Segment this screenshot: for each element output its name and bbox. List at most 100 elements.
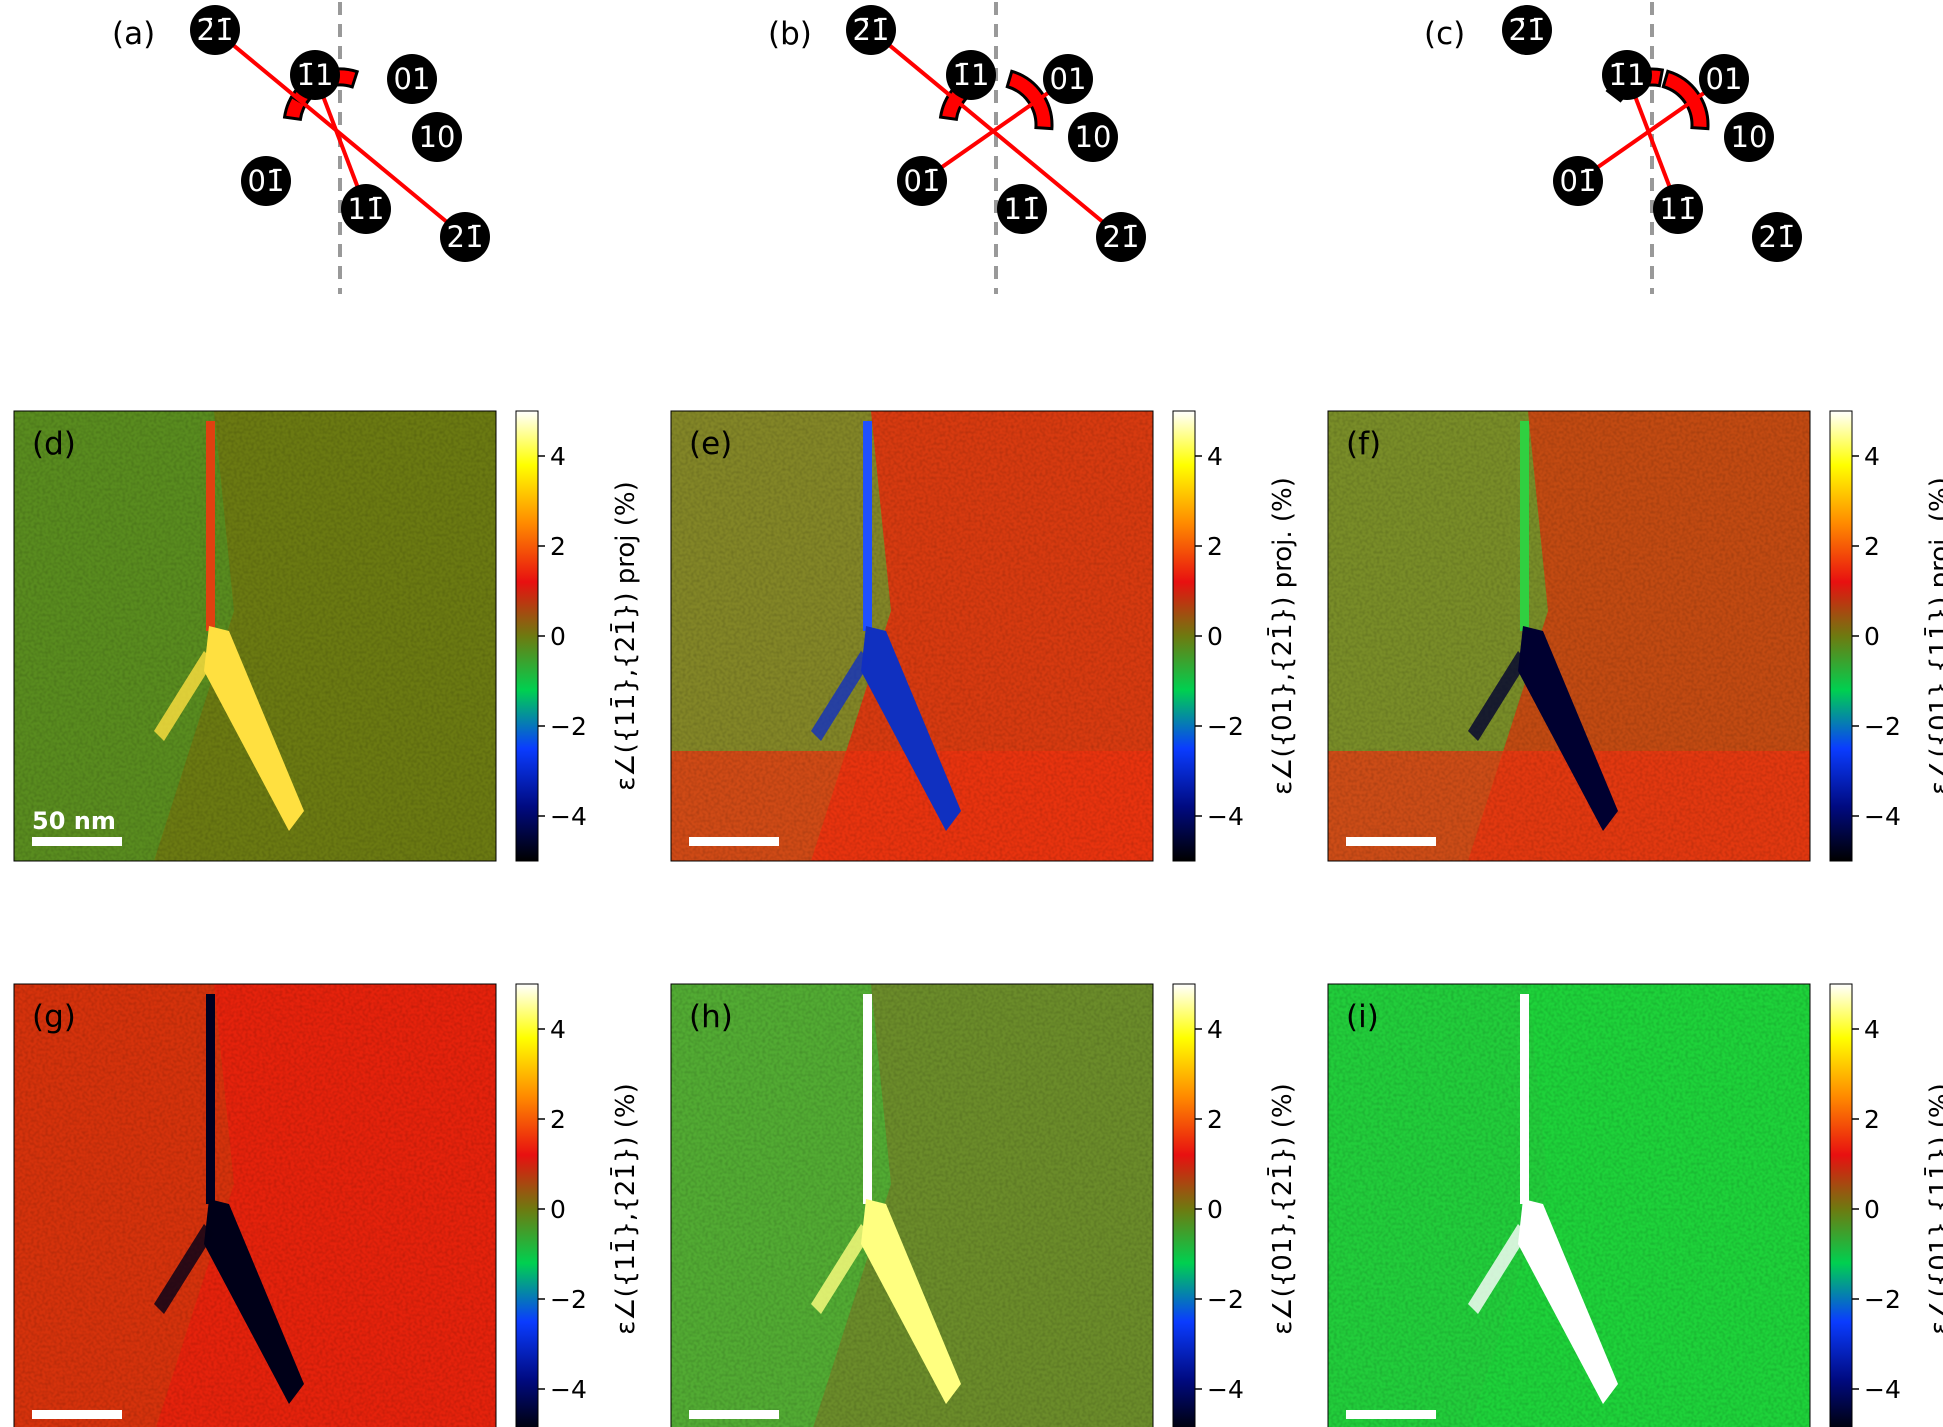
colorbar-tick-label: −4 — [1864, 1375, 1901, 1404]
map-e: (e) 4 2 0 −2 −4 ε∠({01},{21̄}) proj. (%) — [670, 410, 1298, 862]
scale-bar — [689, 1410, 779, 1419]
spot-m1m1: 1̄1 — [290, 50, 340, 100]
colorbar-tick-label: −4 — [1864, 802, 1901, 831]
diffraction-diagrams: (a) 2̄1̄ 1̄1 01 10 01̄ 11̄ 21̄ (b) 2̄1̄ 1̄1 01 10 01̄… — [112, 2, 1802, 294]
scale-bar — [1346, 837, 1436, 846]
spot-disc — [341, 184, 391, 234]
colorbar-label: ε∠({01},{21̄}) (%) — [1266, 1083, 1298, 1335]
colorbar-tick-label: 4 — [1207, 442, 1223, 471]
spot-label: 11̄ — [348, 192, 385, 226]
strain-map-image — [14, 411, 496, 861]
colorbar — [1829, 983, 1853, 1427]
spot-disc — [1553, 156, 1603, 206]
spot-label: 11̄ — [1660, 192, 1697, 226]
colorbar-tick-label: −2 — [550, 712, 587, 741]
spot-label: 1̄1 — [297, 58, 334, 92]
spot-m2m1: 2̄1̄ — [190, 5, 240, 55]
defect-fork-left — [811, 1224, 871, 1314]
spot-disc — [190, 5, 240, 55]
spot-m1m1: 1̄1 — [946, 50, 996, 100]
spot-1m1: 11̄ — [1653, 184, 1703, 234]
defect-fork-left — [1468, 1224, 1528, 1314]
colorbar-tick-label: 0 — [1864, 622, 1880, 651]
spot-2m1: 21̄ — [1096, 212, 1146, 262]
spot-disc — [412, 112, 462, 162]
spot-1m1: 11̄ — [341, 184, 391, 234]
defect-line — [1520, 421, 1529, 631]
spot-2m1: 21̄ — [440, 212, 490, 262]
defect-fork-left — [811, 651, 871, 741]
colorbar-tick-label: −2 — [1207, 712, 1244, 741]
map-frame — [670, 410, 1154, 862]
strain-map-image — [1328, 984, 1810, 1427]
pairing-line — [920, 77, 1070, 183]
strain-map-image — [671, 984, 1153, 1427]
map-frame — [1327, 410, 1811, 862]
colorbar-tick-label: 2 — [1864, 532, 1880, 561]
map-i: (i) 4 2 0 −2 −4 ε∠({01},{11̄}) (%) — [1327, 983, 1943, 1427]
spot-disc — [997, 184, 1047, 234]
defect-fork-right — [204, 1199, 304, 1404]
panel-label: (g) — [32, 999, 76, 1035]
colorbar-tick-label: 4 — [550, 442, 566, 471]
spot-label: 10 — [1731, 120, 1768, 154]
panel-b: (b) 2̄1̄ 1̄1 01 10 01̄ 11̄ 21̄ — [768, 2, 1146, 294]
panel-label: (b) — [768, 16, 812, 52]
spot-label: 2̄1̄ — [853, 13, 890, 47]
defect-fork-right — [1518, 1199, 1618, 1404]
spot-0m1: 01̄ — [241, 156, 291, 206]
spot-label: 21̄ — [1759, 220, 1796, 254]
spot-label: 01̄ — [1560, 164, 1597, 198]
colorbar-tick-label: 2 — [550, 1105, 566, 1134]
spot-disc — [1752, 212, 1802, 262]
pairing-line — [213, 28, 467, 239]
pixel-texture — [1328, 984, 1810, 1427]
pairing-line — [1576, 77, 1726, 183]
colorbar-label: ε∠({11̄},{21̄}) proj (%) — [609, 481, 641, 791]
colorbar-label: ε∠({11̄},{21̄}) (%) — [609, 1083, 641, 1335]
colorbar-tick-label: 4 — [1864, 442, 1880, 471]
spot-disc — [387, 54, 437, 104]
spot-disc — [1602, 50, 1652, 100]
spot-2m1: 21̄ — [1752, 212, 1802, 262]
spot-label: 01̄ — [904, 164, 941, 198]
colorbar-tick-label: −4 — [550, 802, 587, 831]
colorbar-tick-label: −2 — [1207, 1285, 1244, 1314]
defect-fork-right — [204, 626, 304, 831]
panel-a: (a) 2̄1̄ 1̄1 01 10 01̄ 11̄ 21̄ — [112, 2, 490, 294]
pixel-texture — [671, 984, 1153, 1427]
colorbar-tick-label: 2 — [1864, 1105, 1880, 1134]
strain-map-image — [1328, 411, 1810, 861]
defect-line — [1520, 994, 1529, 1204]
strain-map-image — [671, 411, 1153, 861]
defect-line — [206, 421, 215, 631]
colorbar-tick-label: −4 — [550, 1375, 587, 1404]
spot-label: 21̄ — [447, 220, 484, 254]
spot-label: 2̄1̄ — [197, 13, 234, 47]
pairing-line — [869, 28, 1123, 239]
colorbar — [1172, 983, 1196, 1427]
spot-0m1: 01̄ — [897, 156, 947, 206]
colorbar-tick-label: 2 — [550, 532, 566, 561]
spot-01: 01 — [387, 54, 437, 104]
spot-disc — [1699, 54, 1749, 104]
spot-label: 2̄1̄ — [1509, 13, 1546, 47]
colorbar-label: ε∠({01},{21̄}) proj. (%) — [1266, 477, 1298, 795]
colorbar-tick-label: −4 — [1207, 802, 1244, 831]
colorbar-tick-label: 4 — [1207, 1015, 1223, 1044]
spot-label: 01̄ — [248, 164, 285, 198]
panel-label: (d) — [32, 426, 76, 462]
map-frame — [13, 410, 497, 862]
spot-label: 21̄ — [1103, 220, 1140, 254]
spot-label: 11̄ — [1004, 192, 1041, 226]
spot-disc — [1096, 212, 1146, 262]
spot-label: 1̄1 — [1609, 58, 1646, 92]
colorbar-tick-label: 2 — [1207, 532, 1223, 561]
scale-bar — [32, 1410, 122, 1419]
map-frame — [670, 983, 1154, 1427]
defect-line — [863, 994, 872, 1204]
panel-label: (a) — [112, 16, 155, 52]
spot-disc — [1653, 184, 1703, 234]
